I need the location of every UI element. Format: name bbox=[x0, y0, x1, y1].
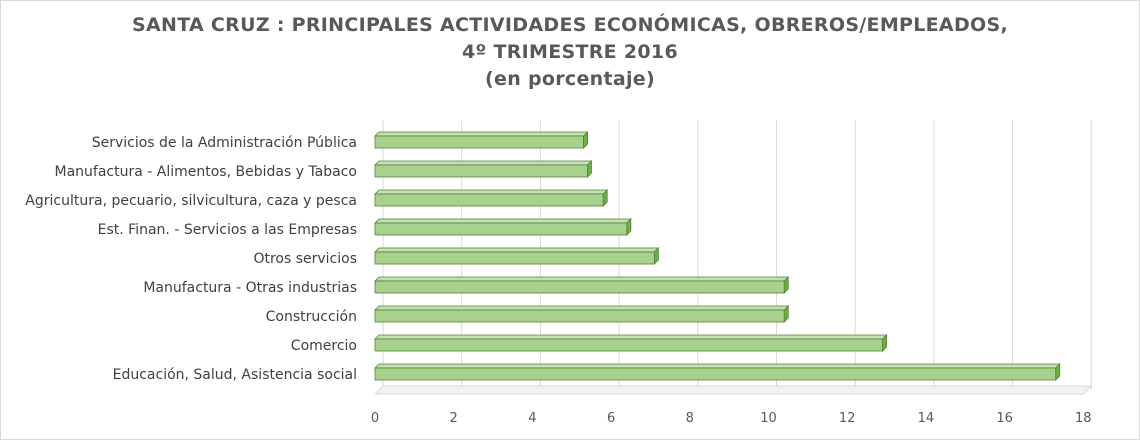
category-label: Est. Finan. - Servicios a las Empresas bbox=[98, 222, 357, 238]
category-label: Construcción bbox=[266, 309, 357, 325]
bar bbox=[374, 247, 660, 265]
bar-end-face bbox=[626, 218, 632, 236]
bar-end-face bbox=[1055, 363, 1061, 381]
bar-top-face bbox=[374, 305, 790, 311]
chart-floor bbox=[373, 385, 1093, 395]
bar-top-face bbox=[374, 218, 632, 224]
bar bbox=[374, 131, 589, 149]
x-tick-label: 4 bbox=[528, 411, 536, 426]
category-label: Otros servicios bbox=[253, 251, 357, 267]
bar bbox=[374, 334, 888, 352]
bar bbox=[374, 363, 1061, 381]
bar-end-face bbox=[783, 276, 789, 294]
category-label: Servicios de la Administración Pública bbox=[92, 135, 357, 151]
bar bbox=[374, 305, 790, 323]
chart-floor-plane bbox=[373, 385, 1093, 395]
bar-top-face bbox=[374, 160, 593, 166]
bar-front-face bbox=[374, 193, 604, 207]
chart-title: SANTA CRUZ : PRINCIPALES ACTIVIDADES ECO… bbox=[0, 12, 1140, 93]
x-tick-label: 6 bbox=[607, 411, 615, 426]
x-tick-label: 10 bbox=[760, 411, 777, 426]
x-tick-label: 14 bbox=[918, 411, 935, 426]
bar-front-face bbox=[374, 164, 588, 178]
bar-front-face bbox=[374, 135, 584, 149]
category-label: Manufactura - Alimentos, Bebidas y Tabac… bbox=[55, 164, 357, 180]
x-tick-label: 8 bbox=[686, 411, 694, 426]
bar-end-face bbox=[587, 160, 592, 178]
chart-title-line-2: 4º TRIMESTRE 2016 bbox=[462, 41, 678, 63]
x-tick-label: 2 bbox=[450, 411, 458, 426]
bar-end-face bbox=[882, 334, 888, 352]
chart-title-line-3: (en porcentaje) bbox=[485, 68, 655, 90]
bar-top-face bbox=[374, 247, 660, 253]
bar-front-face bbox=[374, 280, 785, 294]
bar bbox=[374, 160, 593, 178]
bar-front-face bbox=[374, 338, 884, 352]
x-axis-tick-labels: 0 2 4 6 8 10 12 14 16 18 bbox=[371, 411, 1092, 426]
x-tick-label: 18 bbox=[1075, 411, 1092, 426]
category-label: Agricultura, pecuario, silvicultura, caz… bbox=[25, 193, 357, 209]
category-label: Comercio bbox=[291, 338, 357, 354]
bar-top-face bbox=[374, 131, 589, 137]
bar-end-face bbox=[783, 305, 789, 323]
bar bbox=[374, 218, 632, 236]
bar-top-face bbox=[374, 334, 888, 340]
chart-title-line-1: SANTA CRUZ : PRINCIPALES ACTIVIDADES ECO… bbox=[132, 14, 1008, 36]
category-label: Educación, Salud, Asistencia social bbox=[113, 367, 357, 383]
bars bbox=[374, 131, 1061, 381]
bar-front-face bbox=[374, 309, 785, 323]
bar bbox=[374, 276, 790, 294]
x-tick-label: 12 bbox=[839, 411, 856, 426]
bar-top-face bbox=[374, 276, 790, 282]
x-tick-label: 16 bbox=[996, 411, 1013, 426]
bar bbox=[374, 189, 609, 207]
category-label: Manufactura - Otras industrias bbox=[143, 280, 357, 296]
bar-front-face bbox=[374, 251, 655, 265]
bar-top-face bbox=[374, 363, 1061, 369]
bar-end-face bbox=[602, 189, 608, 207]
bar-front-face bbox=[374, 367, 1057, 381]
bar-front-face bbox=[374, 222, 628, 236]
x-tick-label: 0 bbox=[371, 411, 379, 426]
bar-end-face bbox=[583, 131, 588, 149]
bar-end-face bbox=[653, 247, 659, 265]
bar-top-face bbox=[374, 189, 609, 195]
category-labels: Servicios de la Administración Pública Ma… bbox=[25, 135, 357, 383]
